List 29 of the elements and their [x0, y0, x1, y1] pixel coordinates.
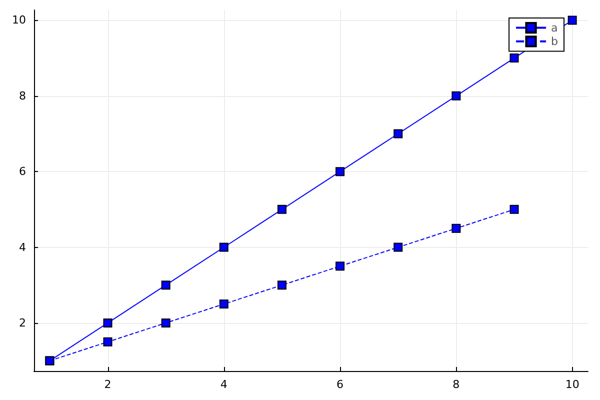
point	[219, 300, 228, 309]
y-tick-label: 2	[19, 316, 26, 330]
point	[103, 318, 112, 328]
point	[277, 280, 286, 290]
point	[219, 242, 228, 252]
point	[510, 204, 519, 214]
y-tick-label: 8	[19, 89, 26, 102]
x-tick-label: 8	[452, 378, 460, 391]
point	[336, 262, 345, 271]
point	[277, 204, 286, 214]
point	[568, 16, 577, 25]
y-tick-label: 6	[19, 165, 26, 178]
x-tick-label: 4	[220, 378, 228, 391]
legend-label: b	[551, 34, 558, 48]
x-tick-label: 10	[565, 378, 580, 391]
point	[103, 337, 112, 346]
point	[452, 91, 461, 100]
point	[510, 54, 519, 63]
legend-label: a	[551, 21, 558, 34]
x-tick-label: 6	[336, 378, 344, 391]
y-tick-label: 10	[12, 14, 26, 27]
y-tick-label: 4	[19, 240, 26, 254]
point	[394, 129, 403, 138]
x-tick-label: 2	[104, 378, 112, 391]
point	[161, 318, 170, 328]
point	[336, 167, 345, 176]
point	[394, 242, 403, 252]
point	[161, 280, 170, 290]
point	[452, 224, 461, 233]
